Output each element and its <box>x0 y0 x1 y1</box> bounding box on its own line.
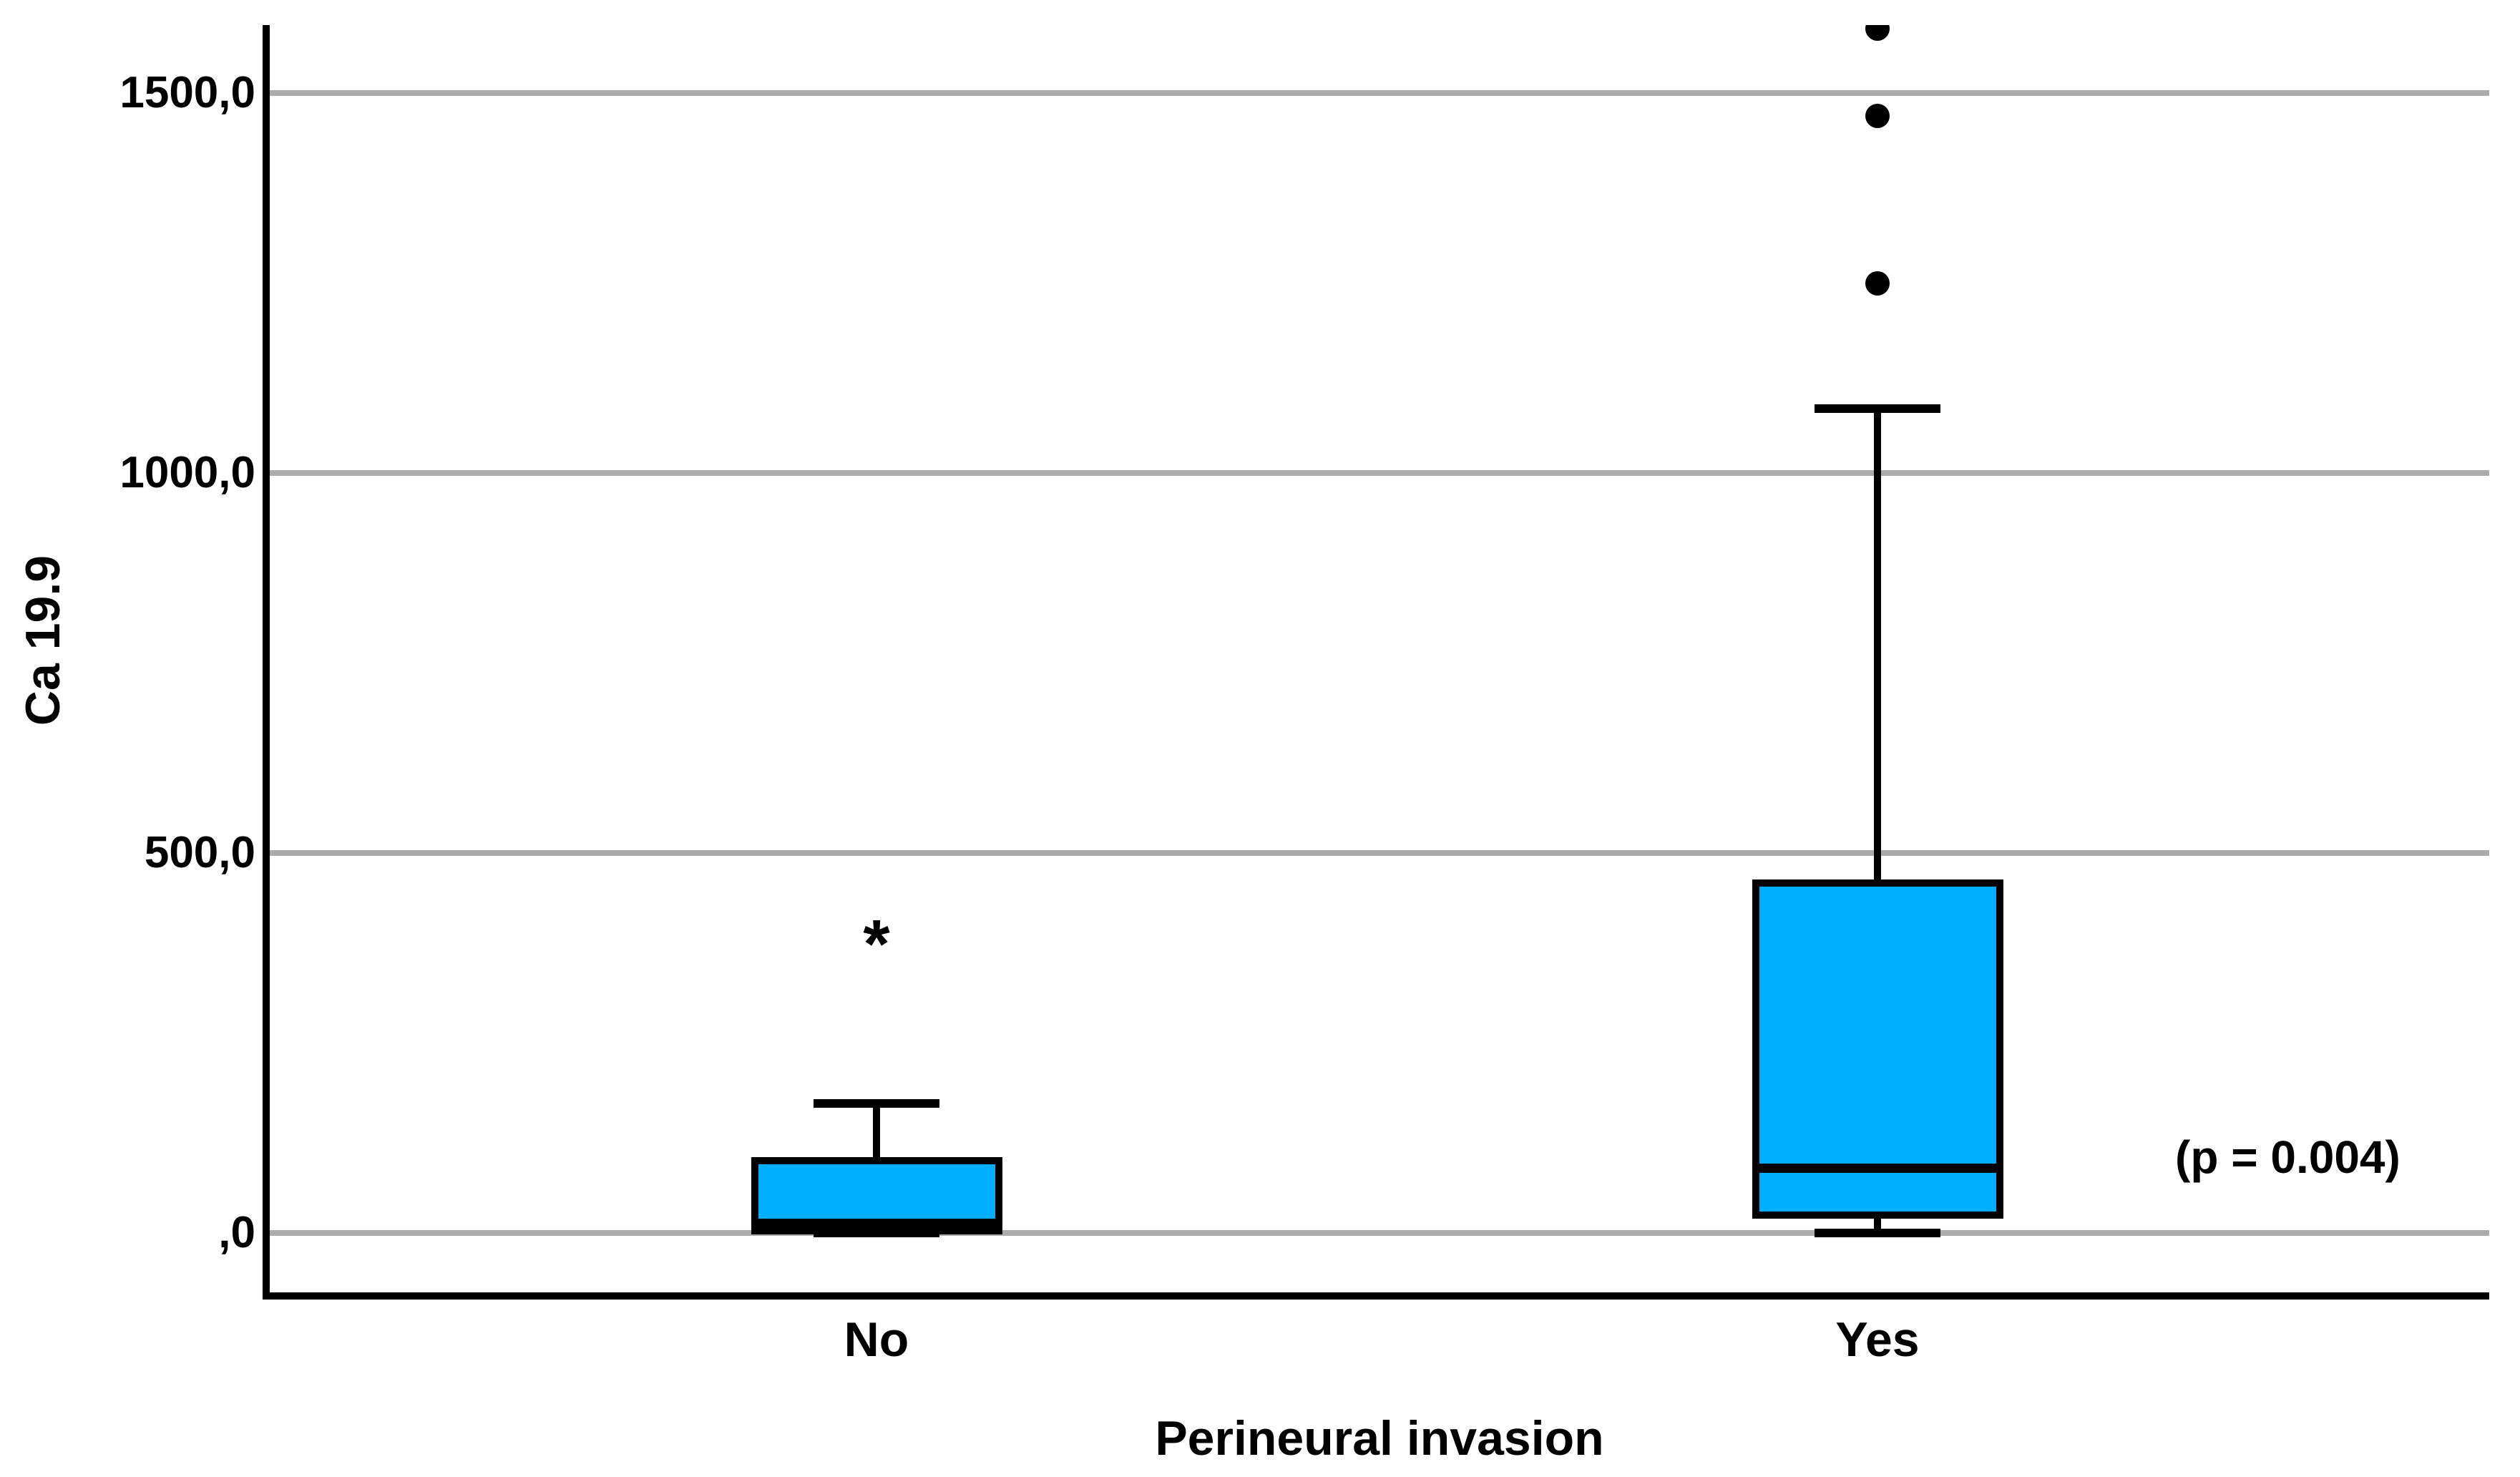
gridline-500 <box>270 850 2489 856</box>
x-axis-line <box>263 1292 2489 1300</box>
upper-whisker-Yes <box>1874 408 1881 884</box>
x-category-label-Yes: Yes <box>1835 1312 1920 1367</box>
outlier-dot-Yes-0 <box>1865 270 1890 296</box>
median-line-Yes <box>1752 1163 2003 1173</box>
y-tick-label-1500: 1500,0 <box>119 68 255 117</box>
gridline-1000 <box>270 470 2489 476</box>
lower-whisker-cap-Yes <box>1815 1229 1940 1237</box>
upper-whisker-cap-Yes <box>1815 404 1940 413</box>
box-Yes <box>1752 879 2003 1219</box>
y-tick-label-1000: 1000,0 <box>119 448 255 497</box>
x-category-label-No: No <box>844 1312 909 1367</box>
gridline-1500 <box>270 90 2489 96</box>
outlier-dot-Yes-1 <box>1865 103 1890 128</box>
extreme-outlier-marker-No-0: * <box>863 905 890 983</box>
gridline-0 <box>270 1230 2489 1236</box>
y-tick-label-500: 500,0 <box>144 828 255 877</box>
upper-whisker-No <box>873 1103 880 1161</box>
y-axis-line <box>263 25 270 1300</box>
plot-area: * <box>0 25 2489 1297</box>
y-tick-label-0: ,0 <box>218 1208 255 1257</box>
median-line-No <box>751 1219 1002 1229</box>
p-value-annotation: (p = 0.004) <box>2175 1131 2401 1183</box>
x-axis-title: Perineural invasion <box>1155 1411 1604 1466</box>
lower-whisker-Yes <box>1874 1214 1881 1233</box>
outlier-dot-Yes-2 <box>1865 25 1890 41</box>
upper-whisker-cap-No <box>814 1099 939 1108</box>
